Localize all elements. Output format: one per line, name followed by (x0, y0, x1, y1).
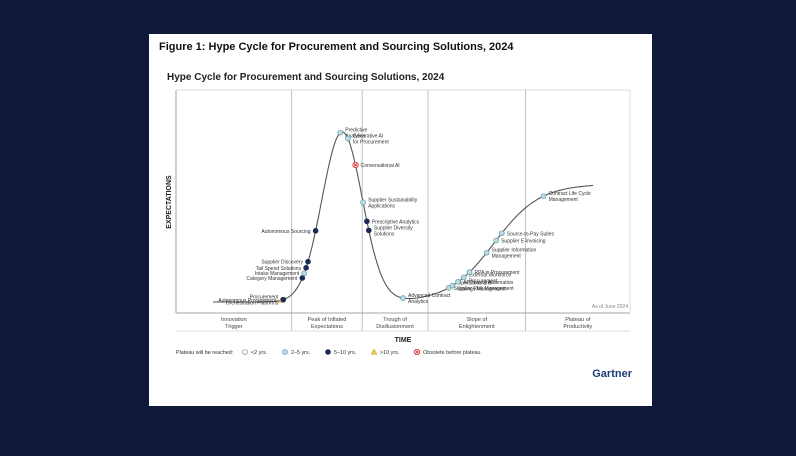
tech-operations-and-savings-management-label: Operations and (457, 281, 491, 287)
tech-procurement-orchestration-platforms-label: Orchestration Platforms (226, 301, 279, 307)
tech-supplier-discovery-marker (305, 258, 311, 265)
tech-prescriptive-analytics-marker (364, 218, 370, 225)
tech-external-workforce-procurement-label: External Workforce (469, 272, 512, 278)
tech-supplier-risk-management-label: Supplier Risk Management (454, 286, 515, 292)
phase-label: Trough of (383, 317, 407, 323)
tech-external-workforce-procurement-marker (460, 274, 467, 281)
tech-procurement-orchestration-platforms-marker (280, 296, 287, 303)
chart-title: Hype Cycle for Procurement and Sourcing … (167, 72, 445, 83)
phase-label: Plateau of (565, 317, 591, 323)
legend-marker-2-yrs (242, 349, 248, 355)
figure-card: Figure 1: Hype Cycle for Procurement and… (149, 34, 652, 406)
legend-label: <2 yrs. (251, 350, 267, 356)
tech-supplier-diversity-solutions-label: Supplier Diversity (374, 225, 413, 231)
tech-predictive-analytics-label: Predictive (345, 128, 367, 134)
legend-prefix: Plateau will be reached: (176, 350, 233, 356)
phase-label: Innovation (221, 317, 247, 323)
tech-tail-spend-solutions-label: Tail Spend Solutions (256, 266, 302, 272)
tech-supplier-information-management-marker (483, 249, 490, 256)
y-axis-label: EXPECTATIONS (166, 175, 173, 229)
tech-intake-management-marker (301, 270, 307, 277)
phase-label: Disillusionment (376, 324, 414, 330)
tech-conversational-ai-marker-cross (353, 163, 358, 167)
figure-title: Figure 1: Hype Cycle for Procurement and… (159, 41, 514, 53)
tech-supplier-sustainability-applications-marker (360, 199, 366, 206)
tech-contract-life-cycle-management-label: Management (549, 197, 579, 203)
tech-source-to-pay-suites-marker (498, 230, 505, 237)
legend-marker-5-10-yrs (325, 349, 331, 355)
phase-label: Trigger (225, 324, 243, 330)
tech-source-to-pay-suites-label: Source-to-Pay Suites (507, 231, 555, 237)
tech-supplier-information-management-label: Management (492, 254, 522, 260)
tech-tail-spend-solutions-marker (303, 264, 309, 271)
legend-marker-obsolete-before-plateau-cross (415, 350, 419, 354)
tech-supplier-e-invoicing-label: Supplier E-Invoicing (501, 239, 546, 245)
tech-procurement-orchestration-platforms-label: Procurement (250, 295, 279, 301)
phase-label: Enlightenment (459, 324, 495, 330)
legend-label: 5–10 yrs. (334, 350, 356, 356)
phase-label: Slope of (467, 317, 488, 323)
tech-supplier-discovery-label: Supplier Discovery (261, 260, 303, 266)
tech-autonomous-procurement-label: Autonomous Procurement (218, 298, 277, 304)
phase-label: Productivity (563, 324, 592, 330)
tech-predictive-analytics-marker (337, 129, 344, 136)
tech-contract-life-cycle-management-label: Contract Life Cycle (549, 191, 591, 197)
tech-supplier-information-management-label: Supplier Information (492, 248, 537, 254)
tech-supplier-sustainability-applications-label: Applications (368, 203, 395, 209)
legend-label: 2–5 yrs. (291, 350, 310, 356)
tech-rpa-in-procurement-marker (466, 269, 473, 275)
tech-generative-ai-for-procurement-marker (345, 135, 351, 142)
tech-generative-ai-for-procurement-label: for Procurement (353, 139, 389, 145)
tech-operations-and-savings-management-label: Savings Management (457, 287, 506, 293)
legend-label: Obsolete before plateau (423, 350, 481, 356)
legend-label: >10 yrs. (380, 350, 399, 356)
tech-rpa-in-procurement-label: RPA in Procurement (475, 270, 521, 276)
phase-label: Peak of Inflated (308, 317, 347, 323)
tech-supplier-sustainability-applications-label: Supplier Sustainability (368, 197, 418, 203)
tech-operations-and-savings-management-marker (449, 282, 456, 289)
tech-generative-ai-for-procurement-label: Generative AI (353, 133, 383, 139)
gartner-logo: Gartner (592, 368, 632, 380)
tech-supplier-diversity-solutions-marker (366, 227, 372, 234)
tech-advanced-contract-analytics-label: Advanced Contract (408, 293, 451, 299)
tech-supplier-e-invoicing-marker (493, 237, 499, 244)
tech-intake-management-label: Intake Management (255, 271, 300, 277)
legend-marker-2-5-yrs (282, 349, 288, 355)
tech-prescriptive-analytics-label: Prescriptive Analytics (372, 219, 420, 225)
legend-marker-10-yrs (370, 348, 378, 355)
as-of-note: As of June 2024 (592, 304, 628, 310)
tech-category-management-marker (299, 275, 306, 281)
tech-conversational-ai-label: Conversational AI (361, 163, 400, 169)
tech-contract-life-cycle-management-marker (540, 193, 547, 199)
tech-supplier-diversity-solutions-label: Solutions (374, 231, 395, 237)
tech-advanced-contract-analytics-label: Analytics (408, 299, 429, 305)
tech-ap-invoice-automation-label: AP Invoice Automation (463, 280, 513, 286)
phase-label: Expectations (311, 324, 343, 330)
tech-autonomous-sourcing-marker (312, 228, 319, 234)
tech-advanced-contract-analytics-marker (400, 295, 406, 301)
tech-ap-invoice-automation-marker (455, 279, 461, 285)
x-axis-label: TIME (395, 337, 412, 344)
tech-predictive-analytics-label: Analytics (345, 134, 366, 140)
tech-category-management-label: Category Management (246, 276, 297, 282)
tech-external-workforce-procurement-label: Procurement (469, 278, 498, 284)
tech-autonomous-sourcing-label: Autonomous Sourcing (261, 229, 310, 235)
